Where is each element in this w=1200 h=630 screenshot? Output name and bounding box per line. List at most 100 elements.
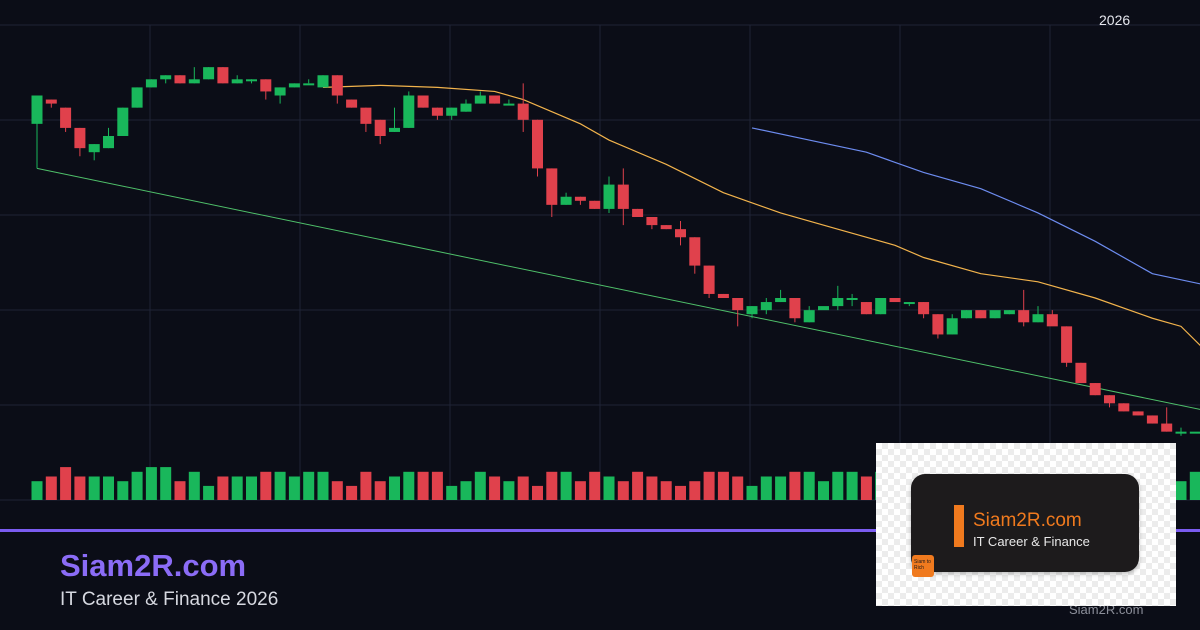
volume-bar [689,481,701,500]
trendline [36,167,1200,410]
candle-body [1118,403,1130,412]
candle-body [918,302,930,315]
candle-body [632,208,644,217]
volume-bar [603,476,615,500]
candle-body [374,119,386,136]
candle-body [646,217,658,226]
volume-bar [546,471,558,500]
candle-body [961,310,972,319]
candle-body [689,237,701,266]
volume-bar [489,476,501,500]
candle-body [903,302,915,305]
volume-bar [675,485,686,500]
volume-bar [646,476,658,500]
moving-average-long [751,127,1200,285]
volume-bar [574,481,586,500]
candle-body [60,107,72,128]
candle-body [403,95,415,128]
candle-body [45,99,57,104]
candle-body [546,168,558,205]
volume-bar [746,485,758,500]
candle-body [346,99,358,108]
candle-body [846,298,858,300]
volume-bar [403,471,415,500]
volume-bar [846,471,858,500]
volume-bar [274,471,286,500]
volume-bar [188,471,200,500]
candle-body [460,103,472,112]
candle-body [503,103,515,106]
volume-bar [331,481,343,500]
candle-body [88,144,100,153]
candle-body [1046,314,1058,327]
candle-body [560,196,572,205]
candle-body [389,127,400,132]
volume-bar [117,481,129,500]
site-title: Siam2R.com [60,548,247,583]
volume-bar [31,481,43,500]
candle-body [74,127,86,149]
logo-tagline: IT Career & Finance [973,534,1090,549]
candle-body [317,75,329,88]
candle-body [760,302,772,311]
candle-body [117,107,129,136]
volume-bar [389,476,400,500]
volume-bar [131,471,143,500]
volume-bar [860,476,872,500]
volume-bar [589,471,601,500]
volume-bar [288,476,300,500]
volume-bar [517,476,529,500]
site-subtitle: IT Career & Finance 2026 [60,589,279,610]
candle-body [203,67,215,80]
candle-body [946,318,958,335]
candle-body [1061,326,1073,363]
candle-body [131,87,143,108]
logo-name: Siam2R.com [973,510,1082,531]
volume-bar [732,476,744,500]
candle-body [1104,395,1115,404]
candle-body [703,265,715,294]
volume-bar [832,471,844,500]
candle-body [303,83,315,86]
volume-bar [1189,471,1200,500]
volume-bar [503,481,515,500]
volume-bar [703,471,715,500]
candle-body [1018,310,1030,323]
volume-bar [660,481,672,500]
volume-bar [60,467,72,500]
volume-bar [231,476,243,500]
volume-bar [160,467,172,500]
logo-badge-text: Siam to Rich [914,559,931,571]
volume-bar [360,471,372,500]
volume-bar [45,476,57,500]
candle-body [1032,314,1044,323]
volume-bar [174,481,186,500]
candle-body [860,302,872,315]
volume-bar [145,467,157,500]
candle-body [875,298,887,315]
candle-body [789,298,801,319]
candle-body [932,314,944,335]
volume-bar [317,471,329,500]
logo-accent-bar [954,505,964,547]
candle-body [145,79,157,88]
volume-bar [632,471,644,500]
year-label: 2026 [1099,12,1131,28]
candle-body [417,95,429,108]
candle-body [1003,310,1015,315]
volume-bar [474,471,486,500]
candle-body [1089,383,1101,396]
candle-body [1175,431,1187,434]
candle-body [431,107,443,116]
candle-body [1146,415,1158,424]
candle-body [574,196,586,201]
volume-bar [417,471,429,500]
candle-body [174,75,186,84]
candle-body [474,95,486,104]
volume-bar [217,476,229,500]
candle-body [746,306,758,315]
candle-body [331,75,343,96]
moving-average-short [322,84,1200,347]
candle-body [603,184,615,209]
candle-body [532,119,543,169]
